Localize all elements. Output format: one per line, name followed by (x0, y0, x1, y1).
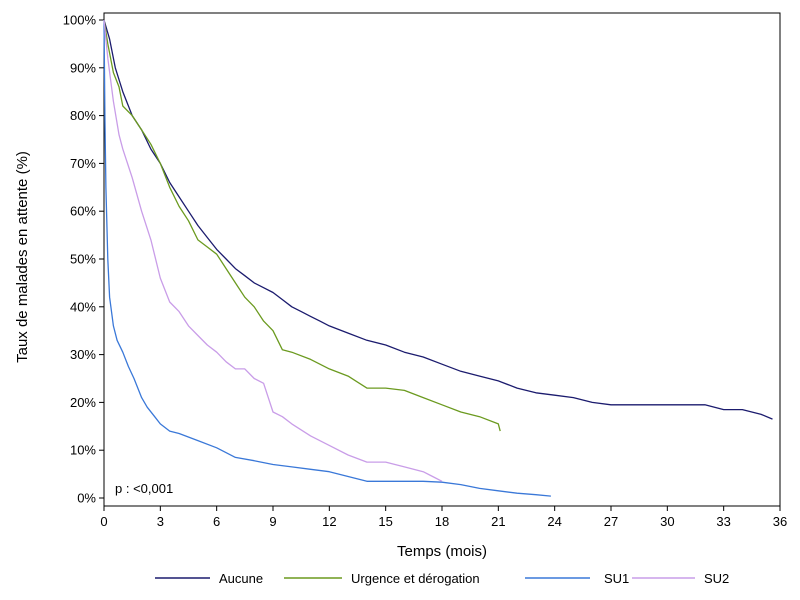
legend-label-aucune: Aucune (219, 571, 263, 586)
y-axis-title: Taux de malades en attente (%) (14, 151, 31, 363)
legend-label-su1: SU1 (604, 571, 629, 586)
x-tick-label: 6 (213, 514, 220, 529)
x-tick-label: 0 (100, 514, 107, 529)
x-tick-label: 12 (322, 514, 336, 529)
legend-label-su2: SU2 (704, 571, 729, 586)
x-tick-label: 9 (269, 514, 276, 529)
y-tick-label: 100% (63, 13, 97, 28)
x-tick-label: 27 (604, 514, 618, 529)
x-tick-label: 3 (157, 514, 164, 529)
x-axis: 0 3 6 9 12 15 18 21 24 27 30 33 36 (100, 506, 787, 529)
y-tick-label: 40% (70, 299, 96, 314)
y-tick-label: 30% (70, 347, 96, 362)
y-tick-label: 20% (70, 395, 96, 410)
y-tick-label: 80% (70, 108, 96, 123)
x-tick-label: 30 (660, 514, 674, 529)
series-line-1 (103, 19, 501, 432)
x-tick-label: 33 (716, 514, 730, 529)
x-tick-label: 15 (378, 514, 392, 529)
x-axis-title: Temps (mois) (397, 543, 487, 560)
legend-label-urgence: Urgence et dérogation (351, 571, 480, 586)
y-tick-label: 60% (70, 204, 96, 219)
y-tick-label: 10% (70, 443, 96, 458)
legend: Aucune Urgence et dérogation SU1 SU2 (155, 571, 729, 586)
x-tick-label: 24 (547, 514, 561, 529)
y-tick-label: 50% (70, 252, 96, 267)
x-tick-label: 36 (773, 514, 787, 529)
x-tick-label: 18 (435, 514, 449, 529)
plot-frame (103, 12, 781, 507)
annotation-p-value: p : <0,001 (115, 481, 173, 496)
x-tick-label: 21 (491, 514, 505, 529)
series-line-3 (103, 19, 443, 482)
y-axis: 0% 10% 20% 30% 40% 50% 60% 70% 80% 90% 100% (63, 13, 104, 506)
series-line-2 (103, 19, 551, 497)
y-tick-label: 0% (77, 491, 96, 506)
y-tick-label: 70% (70, 156, 96, 171)
series-layer (103, 19, 773, 497)
series-line-0 (103, 19, 773, 420)
y-tick-label: 90% (70, 60, 96, 75)
